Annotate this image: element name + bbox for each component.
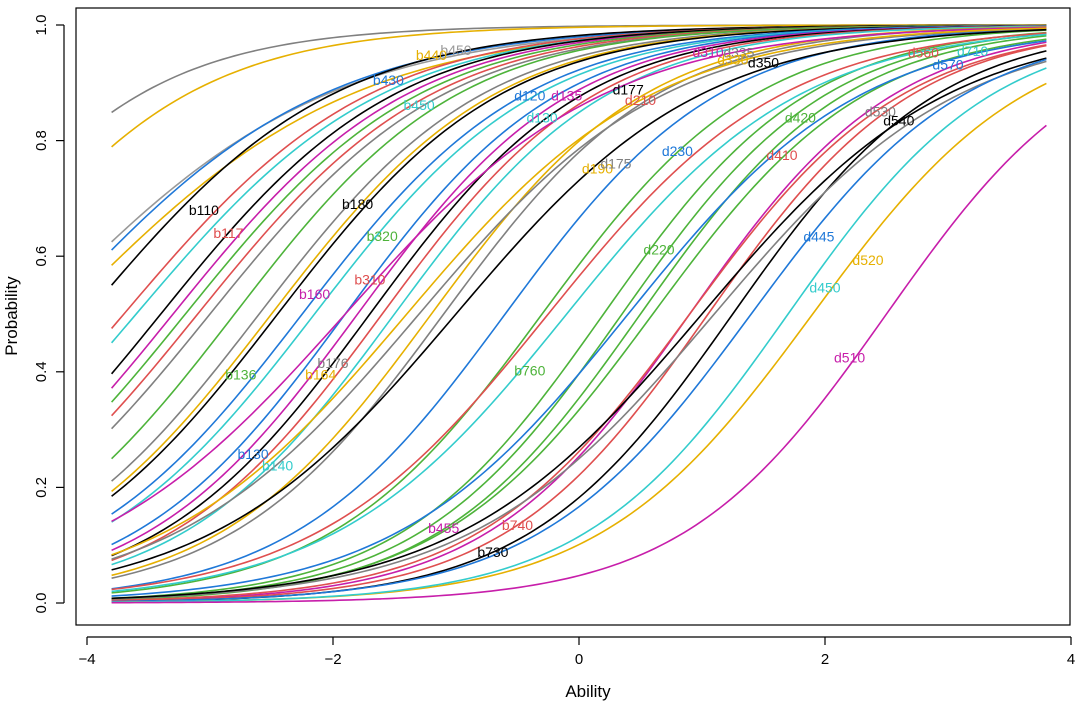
x-tick-label: −2 [324, 651, 341, 668]
curve-label-b176: b176 [317, 355, 348, 371]
curve-label-b164: b164 [305, 367, 336, 383]
curve-label-d230: d230 [662, 143, 693, 159]
curve-label-d510: d510 [834, 349, 865, 365]
plot-frame [75, 7, 1071, 626]
curve-label-b450: b450 [440, 42, 471, 58]
curve-b117 [110, 24, 1047, 329]
curve-label-d560: d560 [908, 45, 939, 61]
curve-label-b740: b740 [502, 517, 533, 533]
curve-label-b160: b160 [299, 286, 330, 302]
x-axis-title: Ability [565, 682, 611, 701]
curve-labels-group: b450b440b430b110b117b450b160b180b320b310… [189, 42, 989, 560]
curve-d175 [111, 26, 1047, 579]
curve-label-d177: d177 [613, 82, 644, 98]
curve-d710 [111, 33, 1047, 593]
curve-label-b130: b130 [238, 446, 269, 462]
curve-d220 [111, 31, 1047, 600]
curve-label-b440: b440 [416, 47, 447, 63]
curve-label-d210: d210 [625, 92, 656, 108]
curve-d130 [111, 25, 1047, 566]
curve-label-b450b: b450 [404, 97, 435, 113]
curve-d530 [111, 60, 1047, 600]
curve-d560 [111, 32, 1047, 591]
curve-label-d570: d570 [932, 56, 963, 72]
curve-label-b430: b430 [373, 72, 404, 88]
curve-d330 [111, 27, 1047, 556]
y-axis: 0.0 0.2 0.4 0.6 0.8 1.0 [33, 15, 65, 614]
curve-label-d130: d130 [527, 110, 558, 126]
y-tick-label: 1.0 [33, 15, 50, 36]
curve-label-d175: d175 [600, 156, 631, 172]
x-tick-label: 2 [821, 651, 829, 668]
y-tick-label: 0.0 [33, 593, 50, 614]
curve-d450 [111, 67, 1047, 604]
x-tick-label: 4 [1067, 651, 1075, 668]
curve-label-b320: b320 [367, 228, 398, 244]
curve-d520 [111, 82, 1047, 603]
curve-label-d710: d710 [957, 43, 988, 59]
curve-b320 [111, 24, 1047, 403]
curve-label-d335: d335 [723, 45, 754, 61]
curve-label-d530: d530 [865, 104, 896, 120]
curve-label-d220: d220 [643, 241, 674, 257]
curve-label-d410: d410 [766, 147, 797, 163]
curve-label-d450: d450 [809, 279, 840, 295]
curve-d410 [111, 44, 1047, 602]
y-tick-label: 0.8 [33, 130, 50, 151]
curve-label-d310: d310 [693, 44, 724, 60]
x-axis: −4 −2 0 2 4 [78, 636, 1075, 668]
curve-d335 [111, 27, 1047, 560]
curve-label-b140: b140 [262, 457, 293, 473]
x-tick-label: −4 [78, 651, 95, 668]
curve-b740 [111, 44, 1047, 603]
curve-d190 [111, 26, 1047, 577]
curve-label-d350: d350 [748, 55, 779, 71]
curve-label-d330: d330 [717, 52, 748, 68]
curve-b180 [110, 24, 1047, 375]
curve-label-b760: b760 [514, 363, 545, 379]
curve-label-b730: b730 [477, 544, 508, 560]
y-tick-label: 0.4 [33, 361, 50, 382]
curve-label-d445: d445 [803, 229, 834, 245]
curve-b450 [111, 24, 1047, 243]
curve-label-d520: d520 [852, 252, 883, 268]
curve-d230 [111, 27, 1047, 590]
curve-b455 [111, 41, 1047, 602]
curve-label-b117: b117 [213, 225, 243, 241]
curve-label-d540: d540 [883, 112, 914, 128]
y-axis-title: Probability [2, 276, 21, 356]
curve-label-d135: d135 [551, 88, 582, 104]
curve-d510 [111, 124, 1047, 604]
curve-d570 [111, 40, 1047, 597]
curve-label-d190: d190 [582, 160, 613, 176]
curve-b730 [111, 50, 1047, 603]
curve-label-b310: b310 [354, 271, 385, 287]
x-tick-label: 0 [575, 651, 583, 668]
curve-label-b136: b136 [225, 367, 256, 383]
curve-d540 [111, 57, 1047, 600]
curve-d445 [111, 58, 1047, 603]
curve-label-d120: d120 [514, 88, 545, 104]
curve-label-b455: b455 [428, 520, 459, 536]
curves-group [110, 24, 1047, 604]
curve-label-b180: b180 [342, 196, 373, 212]
y-tick-label: 0.6 [33, 246, 50, 267]
y-tick-label: 0.2 [33, 477, 50, 498]
curve-b450b [110, 24, 1047, 344]
curve-d310 [111, 26, 1047, 523]
curve-b110 [110, 24, 1047, 286]
curve-d350 [111, 28, 1047, 571]
curve-label-d420: d420 [785, 110, 816, 126]
curve-label-b110: b110 [189, 202, 219, 218]
